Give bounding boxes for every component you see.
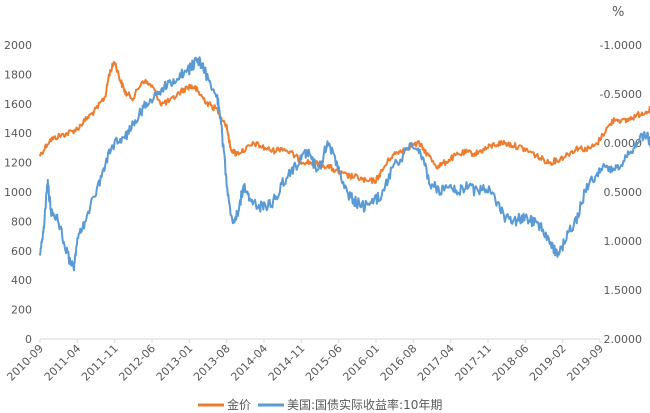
left-axis: 0 200 400 600 800 1000 1200 1400 1600 1800 2000 [4, 39, 32, 346]
series-line-us-real-yield [39, 56, 650, 272]
left-tick-label: 1000 [4, 186, 32, 199]
legend-label: 金价 [227, 397, 251, 412]
right-tick-label: 1.0000 [604, 235, 643, 248]
right-tick-label: -1.0000 [600, 39, 642, 52]
x-tick-label: 2016-08 [378, 342, 420, 384]
x-tick-label: 2017-04 [415, 342, 457, 384]
right-tick-label: 0.0000 [604, 137, 643, 150]
x-axis: 2010-092011-042011-112012-062013-012013-… [4, 339, 606, 384]
x-tick-label: 2012-06 [116, 342, 158, 384]
left-tick-label: 2000 [4, 39, 32, 52]
left-tick-label: 800 [11, 215, 32, 228]
right-axis-unit: % [612, 5, 624, 20]
legend-label: 美国:国债实际收益率:10年期 [287, 397, 442, 412]
x-tick-label: 2013-01 [154, 342, 196, 384]
right-tick-label: 0.5000 [604, 186, 643, 199]
x-tick-label: 2010-09 [4, 342, 46, 384]
x-tick-label: 2014-11 [266, 342, 308, 384]
left-tick-label: 400 [11, 274, 32, 287]
left-tick-label: 200 [11, 304, 32, 317]
left-tick-label: 600 [11, 245, 32, 258]
x-tick-label: 2017-11 [452, 342, 494, 384]
x-tick-label: 2015-06 [303, 342, 345, 384]
x-tick-label: 2011-11 [79, 342, 121, 384]
left-tick-label: 1600 [4, 98, 32, 111]
right-tick-label: 2.0000 [604, 333, 643, 346]
plot-area [39, 56, 650, 272]
left-tick-label: 1400 [4, 127, 32, 140]
x-tick-label: 2014-04 [228, 342, 270, 384]
x-tick-label: 2019-02 [527, 342, 569, 384]
series-line-gold-price [39, 60, 650, 185]
left-tick-label: 1800 [4, 68, 32, 81]
x-tick-label: 2013-08 [191, 342, 233, 384]
right-tick-label: 1.5000 [604, 284, 643, 297]
right-tick-label: -0.5000 [600, 88, 642, 101]
x-tick-label: 2019-09 [564, 342, 606, 384]
x-tick-label: 2018-06 [490, 342, 532, 384]
right-axis: -1.0000 -0.5000 0.0000 0.5000 1.0000 1.5000 2.… [600, 39, 642, 346]
left-tick-label: 1200 [4, 157, 32, 170]
legend: 金价 美国:国债实际收益率:10年期 [198, 397, 442, 412]
x-tick-label: 2011-04 [42, 342, 84, 384]
x-tick-label: 2016-01 [340, 342, 382, 384]
left-tick-label: 0 [25, 333, 32, 346]
